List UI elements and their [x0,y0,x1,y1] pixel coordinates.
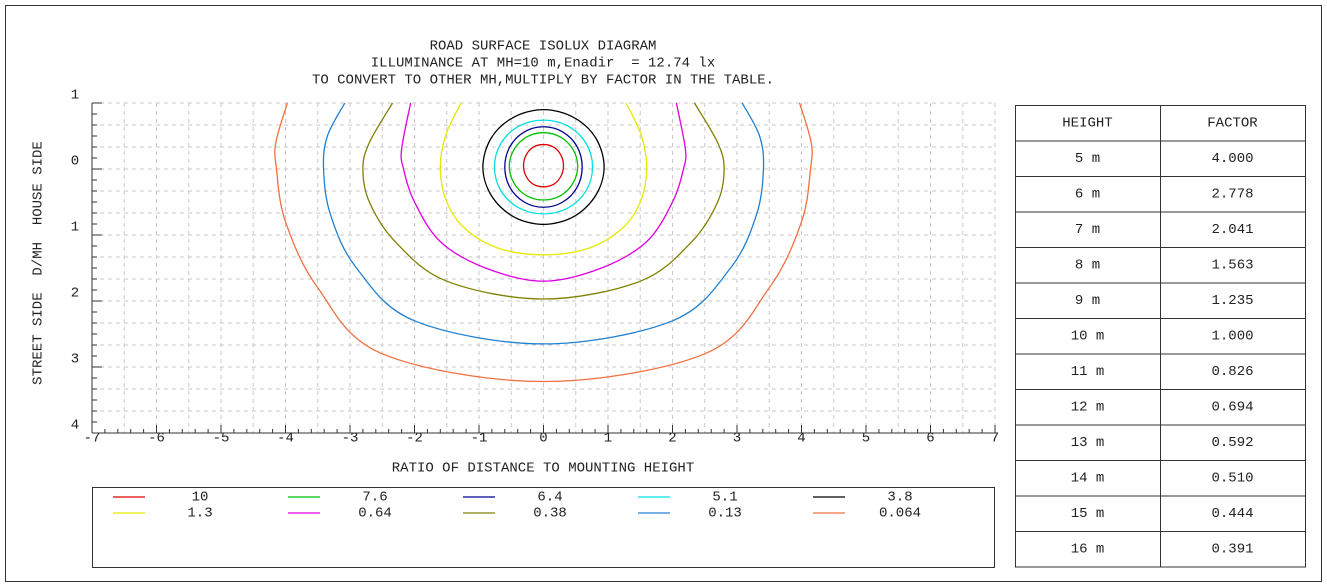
y-tick-label: 3 [71,352,79,368]
table-header: FACTOR [1207,115,1258,131]
table-cell: 1.235 [1211,293,1253,309]
table-cell: 5 m [1075,151,1100,167]
x-tick-label: -5 [213,431,230,447]
x-tick-label: -4 [277,431,294,447]
contour-line [400,102,687,282]
table-cell: 0.444 [1211,506,1253,522]
table-cell: 0.826 [1211,364,1253,380]
contour-line [274,102,813,383]
chart-title: ILLUMINANCE AT MH=10 m,Enadir = 12.74 lx [371,56,715,72]
legend-label: 6.4 [537,490,562,506]
y-tick-label: 4 [71,418,79,434]
y-tick-label: 1 [71,88,79,104]
table-cell: 16 m [1071,541,1105,557]
legend-label: 0.64 [358,506,392,522]
table-cell: 9 m [1075,293,1100,309]
x-axis-label: RATIO OF DISTANCE TO MOUNTING HEIGHT [392,461,694,477]
legend-box [92,487,995,568]
table-cell: 1.563 [1211,257,1253,273]
table-cell: 6 m [1075,186,1100,202]
y-tick-label: 2 [71,286,79,302]
table-cell: 14 m [1071,470,1105,486]
contours [274,102,813,383]
table-cell: 0.694 [1211,399,1253,415]
legend-label: 7.6 [362,490,387,506]
legend-label: 5.1 [712,490,737,506]
table-cell: 0.592 [1211,435,1253,451]
legend-label: 3.8 [887,490,912,506]
y-tick-label: 0 [71,154,79,170]
x-tick-label: -1 [471,431,488,447]
x-tick-label: 5 [862,431,870,447]
x-tick-label: 6 [926,431,934,447]
x-tick-label: -7 [84,431,101,447]
table-cell: 0.391 [1211,541,1253,557]
contour-line [508,132,579,201]
x-tick-label: 0 [539,431,547,447]
y-axis-label: STREET SIDE D/MH HOUSE SIDE [31,141,47,385]
legend-label: 0.13 [708,506,742,522]
x-tick-label: -3 [342,431,359,447]
table-cell: 2.041 [1211,222,1253,238]
table-cell: 13 m [1071,435,1105,451]
table-cell: 7 m [1075,222,1100,238]
x-tick-label: 7 [991,431,999,447]
contour-line [362,102,725,300]
frame [5,5,1322,582]
table-cell: 8 m [1075,257,1100,273]
legend-label: 10 [192,490,209,506]
legend-label: 0.064 [879,506,921,522]
table-cell: 4.000 [1211,151,1253,167]
table-cell: 12 m [1071,399,1105,415]
x-tick-label: -2 [406,431,423,447]
contour-line [439,102,648,256]
chart-title: ROAD SURFACE ISOLUX DIAGRAM [430,39,657,55]
x-tick-label: 4 [797,431,805,447]
legend-label: 1.3 [187,506,212,522]
x-tick-label: 2 [668,431,676,447]
contour-line [322,102,765,345]
table-cell: 15 m [1071,506,1105,522]
y-tick-label: 1 [71,220,79,236]
chart-title: TO CONVERT TO OTHER MH,MULTIPLY BY FACTO… [312,73,774,89]
table-cell: 10 m [1071,328,1105,344]
contour-line [504,126,583,208]
contour-line [482,108,605,226]
contour-line [493,119,594,215]
table-cell: 0.510 [1211,470,1253,486]
legend-label: 0.38 [533,506,567,522]
x-tick-label: 3 [733,431,741,447]
x-tick-label: -6 [148,431,165,447]
table-cell: 1.000 [1211,328,1253,344]
table-cell: 2.778 [1211,186,1253,202]
table-cell: 11 m [1071,364,1105,380]
contour-line [522,143,565,188]
x-tick-label: 1 [604,431,612,447]
table-header: HEIGHT [1062,115,1112,131]
